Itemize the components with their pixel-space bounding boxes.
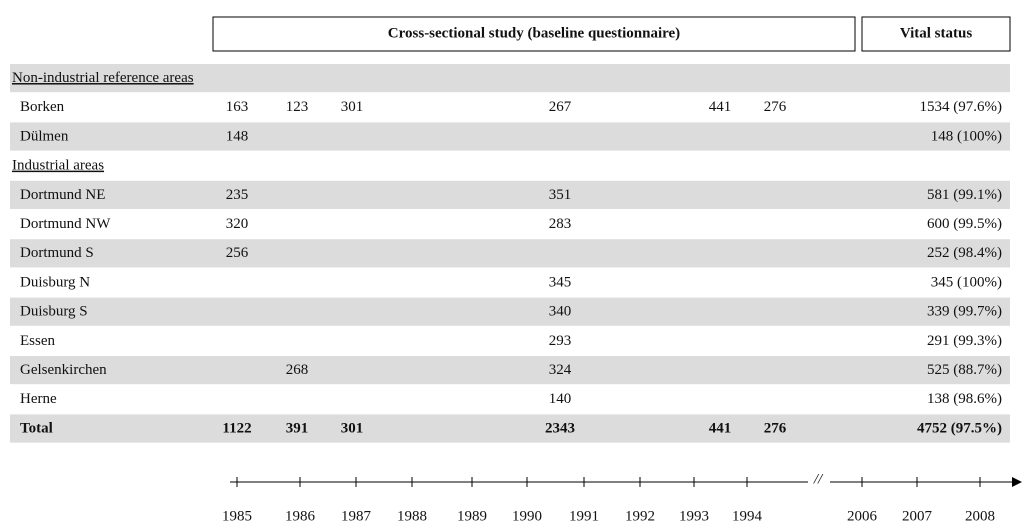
- row-label: Borken: [20, 99, 65, 115]
- cell: 123: [286, 99, 309, 115]
- row-shade: [10, 180, 1010, 209]
- row-label: Gelsenkirchen: [20, 362, 107, 378]
- vital-cell: 4752 (97.5%): [917, 420, 1002, 436]
- year-label: 2006: [847, 508, 878, 524]
- row-shade: [10, 122, 1010, 151]
- cell: 148: [226, 128, 249, 144]
- year-label: 2008: [965, 508, 995, 524]
- row-label: Herne: [20, 391, 57, 407]
- year-label: 1986: [285, 508, 316, 524]
- row-label: Duisburg S: [20, 304, 88, 320]
- cell: 324: [549, 362, 572, 378]
- group-label: Industrial areas: [12, 158, 104, 174]
- cell: 391: [286, 420, 309, 436]
- cell: 283: [549, 216, 572, 232]
- cell: 140: [549, 391, 572, 407]
- cell: 256: [226, 245, 249, 261]
- cell: 441: [709, 420, 732, 436]
- cell: 441: [709, 99, 732, 115]
- row-label: Dülmen: [20, 128, 69, 144]
- year-label: 1988: [397, 508, 427, 524]
- axis-break: //: [813, 471, 824, 487]
- cell: 1122: [222, 420, 251, 436]
- cell: 267: [549, 99, 572, 115]
- row-label: Dortmund NE: [20, 187, 105, 203]
- row-label: Total: [20, 420, 53, 436]
- group-label: Non-industrial reference areas: [12, 70, 194, 86]
- row-label: Duisburg N: [20, 274, 90, 290]
- timeline: 1985 1986 1987 1988 1989 1990 1991 1992 1993 1994…: [222, 477, 995, 524]
- row-label: Dortmund NW: [20, 216, 111, 232]
- cell: 2343: [545, 420, 575, 436]
- row-shade: [10, 64, 1010, 93]
- year-label: 1993: [679, 508, 709, 524]
- year-label: 1990: [512, 508, 542, 524]
- cell: 293: [549, 333, 572, 349]
- year-label: 1994: [732, 508, 763, 524]
- vital-cell: 345 (100%): [931, 274, 1002, 290]
- row-shade: [10, 239, 1010, 268]
- row-shade: [10, 356, 1010, 385]
- row-label: Dortmund S: [20, 245, 94, 261]
- cell: 163: [226, 99, 249, 115]
- row-shade: [10, 297, 1010, 326]
- vital-cell: 581 (99.1%): [927, 187, 1002, 203]
- vital-box: [861, 16, 1011, 52]
- cell: 320: [226, 216, 249, 232]
- vital-header: Vital status: [900, 25, 973, 41]
- cell: 268: [286, 362, 309, 378]
- vital-cell: 148 (100%): [931, 128, 1002, 144]
- vital-cell: 600 (99.5%): [927, 216, 1002, 232]
- year-label: 1992: [625, 508, 655, 524]
- year-label: 2007: [902, 508, 933, 524]
- year-label: 1991: [569, 508, 599, 524]
- vital-cell: 252 (98.4%): [927, 245, 1002, 261]
- cell: 301: [341, 420, 364, 436]
- vital-cell: 291 (99.3%): [927, 333, 1002, 349]
- vital-cell: 525 (88.7%): [927, 362, 1002, 378]
- cell: 276: [764, 420, 787, 436]
- year-label: 1989: [457, 508, 487, 524]
- row-label: Essen: [20, 333, 55, 349]
- arrow: [1012, 477, 1022, 487]
- year-label: 1987: [341, 508, 372, 524]
- cell: 340: [549, 304, 572, 320]
- study-header: Cross-sectional study (baseline question…: [388, 25, 680, 41]
- vital-cell: 1534 (97.6%): [920, 99, 1003, 115]
- table: Non-industrial reference areas Borken 163 1…: [10, 64, 1010, 443]
- row-shade: [10, 414, 1010, 443]
- vital-cell: 138 (98.6%): [927, 391, 1002, 407]
- vital-cell: 339 (99.7%): [927, 304, 1002, 320]
- cell: 351: [549, 187, 572, 203]
- cell: 301: [341, 99, 364, 115]
- study-box: [212, 16, 856, 52]
- cell: 276: [764, 99, 787, 115]
- year-label: 1985: [222, 508, 252, 524]
- cell: 235: [226, 187, 249, 203]
- cell: 345: [549, 274, 572, 290]
